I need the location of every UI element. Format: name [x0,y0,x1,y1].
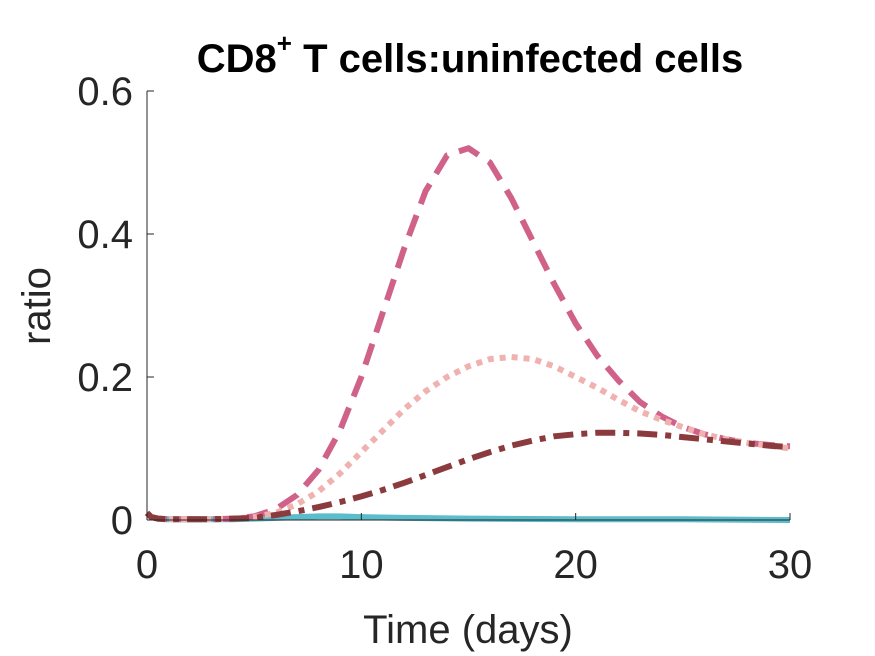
chart-title-suffix: T cells:uninfected cells [292,37,743,81]
x-tick-label: 0 [136,543,158,587]
chart-title-superscript: + [277,28,292,58]
x-tick-label: 10 [339,543,384,587]
y-tick-label: 0.4 [77,213,133,257]
y-tick-label: 0.6 [77,70,133,114]
chart-title: CD8+ T cells:uninfected cells [197,28,743,81]
axes: 0 10 20 30 0 0.2 0.4 0.6 [77,70,812,587]
y-tick-label: 0 [111,499,133,543]
x-axis-label: Time (days) [363,608,573,652]
y-tick-label: 0.2 [77,356,133,400]
x-tick-label: 30 [768,543,813,587]
plot-area [144,145,791,523]
y-axis-label: ratio [15,267,59,345]
x-tick-label: 20 [553,543,598,587]
chart-title-main: CD8 [197,37,277,81]
series-line-4 [144,429,791,523]
series-line-2 [144,145,791,523]
